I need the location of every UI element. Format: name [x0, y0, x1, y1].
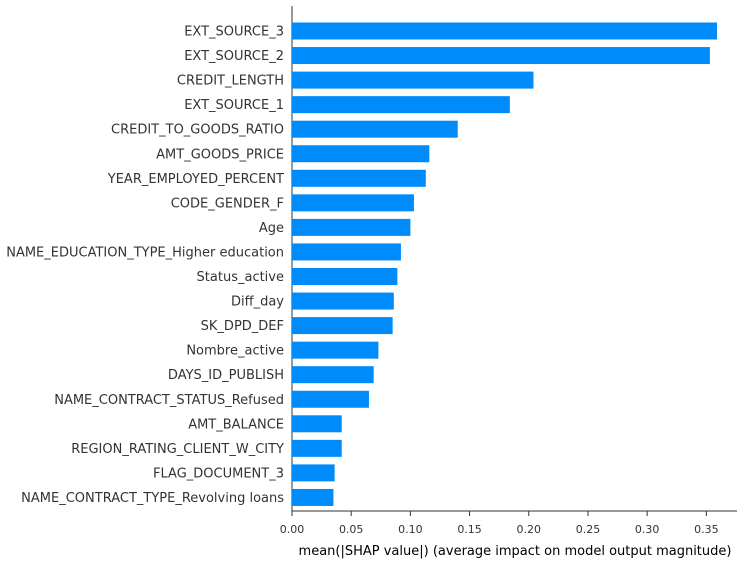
category-label-14: DAYS_ID_PUBLISH: [168, 368, 284, 383]
category-label-11: Diff_day: [231, 295, 284, 310]
bar-4: [292, 120, 458, 138]
category-label-0: EXT_SOURCE_3: [184, 25, 284, 40]
category-label-13: Nombre_active: [186, 344, 284, 359]
category-label-3: EXT_SOURCE_1: [184, 98, 284, 113]
category-label-9: NAME_EDUCATION_TYPE_Higher education: [6, 245, 284, 260]
bar-11: [292, 292, 394, 310]
x-axis-ticks: 0.00 0.05 0.10 0.15 0.20 0.25 0.30 0.35: [280, 511, 719, 536]
bar-16: [292, 415, 342, 433]
category-label-16: AMT_BALANCE: [188, 417, 284, 432]
bar-18: [292, 464, 335, 482]
category-label-1: EXT_SOURCE_2: [184, 49, 284, 64]
category-labels: EXT_SOURCE_3 EXT_SOURCE_2 CREDIT_LENGTH EXT…: [6, 25, 284, 506]
category-label-17: REGION_RATING_CLIENT_W_CITY: [71, 442, 284, 457]
category-label-2: CREDIT_LENGTH: [177, 74, 284, 89]
x-tick-label-6: 0.30: [635, 523, 660, 536]
bar-10: [292, 268, 398, 285]
category-label-5: AMT_GOODS_PRICE: [156, 147, 284, 162]
category-label-19: NAME_CONTRACT_TYPE_Revolving loans: [21, 491, 284, 506]
bar-19: [292, 488, 334, 506]
x-tick-label-2: 0.10: [398, 523, 423, 536]
bar-8: [292, 218, 411, 236]
x-axis-title: mean(|SHAP value|) (average impact on mo…: [299, 544, 732, 559]
x-tick-label-1: 0.05: [339, 523, 364, 536]
category-label-8: Age: [259, 221, 284, 236]
category-label-18: FLAG_DOCUMENT_3: [153, 466, 284, 481]
x-tick-label-4: 0.20: [517, 523, 542, 536]
category-label-15: NAME_CONTRACT_STATUS_Refused: [54, 393, 284, 408]
bar-6: [292, 169, 426, 187]
category-label-4: CREDIT_TO_GOODS_RATIO: [111, 123, 284, 138]
bars-group: [292, 22, 717, 506]
bar-1: [292, 47, 710, 65]
x-tick-label-5: 0.25: [576, 523, 601, 536]
bar-3: [292, 96, 510, 114]
bar-5: [292, 145, 430, 163]
x-tick-label-3: 0.15: [457, 523, 482, 536]
bar-14: [292, 366, 374, 384]
bar-9: [292, 243, 401, 261]
category-label-7: CODE_GENDER_F: [171, 196, 284, 211]
category-label-6: YEAR_EMPLOYED_PERCENT: [107, 172, 284, 187]
x-tick-label-0: 0.00: [280, 523, 305, 536]
bar-17: [292, 439, 342, 457]
bar-2: [292, 71, 534, 89]
bar-13: [292, 341, 379, 359]
category-label-12: SK_DPD_DEF: [201, 319, 284, 334]
bar-12: [292, 317, 393, 335]
category-label-10: Status_active: [197, 270, 284, 285]
x-tick-label-7: 0.35: [694, 523, 719, 536]
bar-0: [292, 22, 717, 40]
bar-7: [292, 194, 414, 212]
bar-15: [292, 390, 369, 408]
